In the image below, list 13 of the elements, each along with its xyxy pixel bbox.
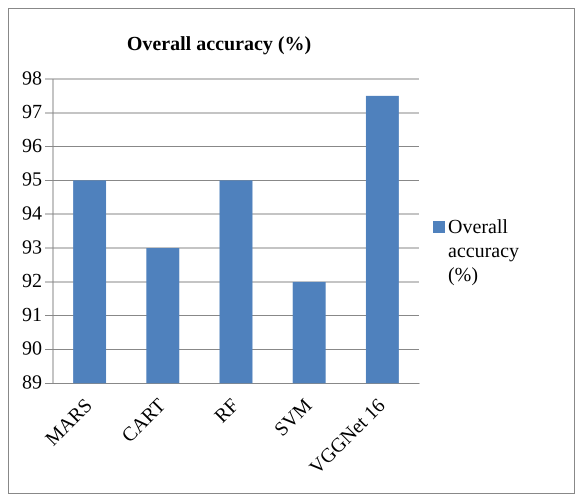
y-tick-label: 92 xyxy=(22,270,42,292)
x-tick-label: RF xyxy=(210,394,244,428)
y-tick-label: 95 xyxy=(22,168,42,191)
y-tick-label: 91 xyxy=(22,304,42,326)
y-tick-label: 90 xyxy=(22,338,42,360)
y-tick-label: 96 xyxy=(22,134,42,157)
y-tick-label: 98 xyxy=(22,67,42,90)
y-tick-label: 93 xyxy=(22,236,42,258)
y-tick-label: 94 xyxy=(22,202,42,224)
y-tick-label: 89 xyxy=(22,372,42,394)
legend-label: Overall accuracy (%) xyxy=(448,215,520,287)
chart-title: Overall accuracy (%) xyxy=(126,33,312,56)
y-tick-label: 97 xyxy=(22,101,42,124)
